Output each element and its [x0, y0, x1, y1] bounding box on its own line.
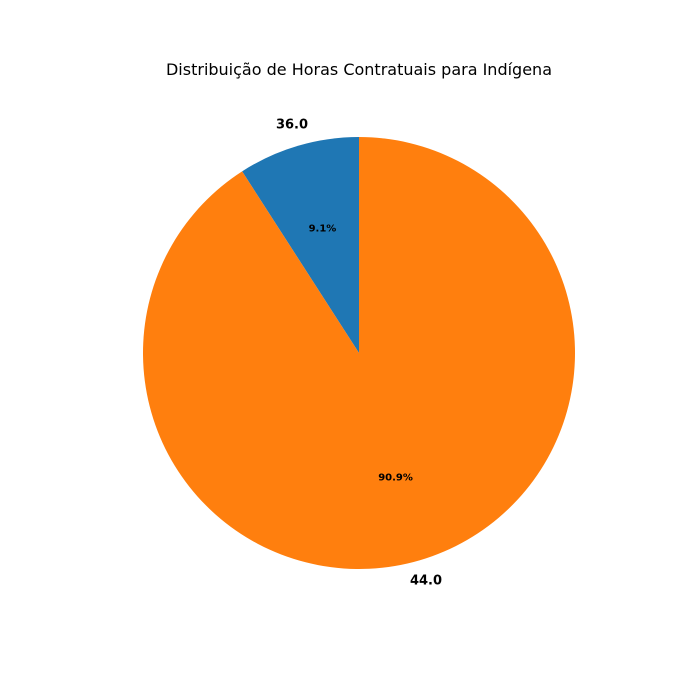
pie-labels: 36.0 9.1% 44.0 90.9% — [276, 118, 442, 589]
pie-slice-44.0 — [143, 137, 575, 569]
chart-title: Distribuição de Horas Contratuais para I… — [165, 60, 552, 79]
slice-percent-label: 9.1% — [309, 224, 337, 235]
pie-slice-36.0 — [242, 137, 359, 353]
slice-percent-label: 90.9% — [378, 472, 413, 483]
slice-label: 36.0 — [276, 118, 308, 133]
pie-slices — [143, 137, 575, 569]
slice-label: 44.0 — [410, 573, 442, 588]
